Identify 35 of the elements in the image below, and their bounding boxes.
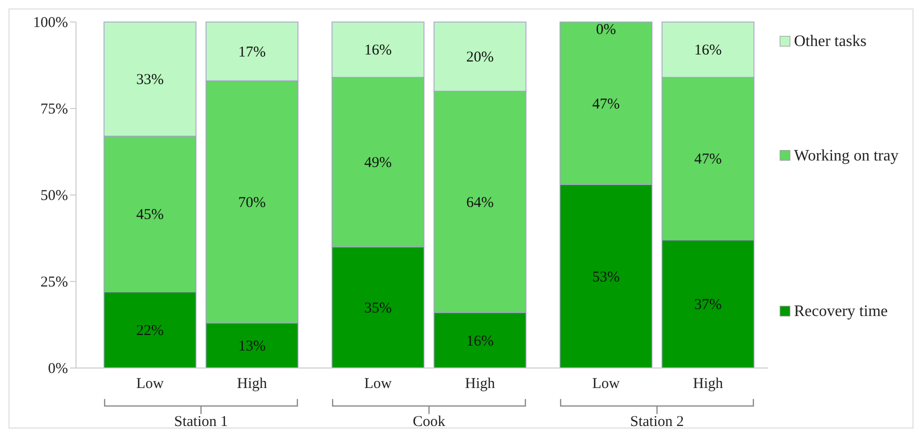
data-label: 16%: [694, 42, 722, 59]
x-tick-label: High: [465, 376, 496, 392]
data-label: 20%: [466, 50, 494, 66]
data-label: 13%: [238, 338, 266, 355]
text: Cook: [412, 414, 446, 430]
data-label: 16%: [466, 333, 494, 350]
x-tick-label: Low: [592, 376, 620, 392]
y-tick-label: 0%: [48, 361, 68, 377]
text: Working on tray: [794, 147, 898, 164]
data-label: 45%: [136, 207, 164, 224]
data-label: 53%: [592, 269, 620, 286]
data-label: 16%: [364, 42, 392, 59]
data-label: 49%: [364, 155, 392, 172]
y-tick-label: 25%: [40, 274, 68, 290]
data-label: 64%: [466, 194, 494, 211]
data-label: 17%: [238, 44, 266, 60]
data-label: 35%: [364, 300, 392, 316]
data-label: 37%: [694, 296, 722, 313]
data-label: 70%: [238, 194, 266, 211]
text: Station 1: [174, 414, 228, 430]
x-tick-label: High: [693, 376, 724, 392]
y-tick-label: 75%: [40, 102, 68, 118]
y-tick-label: 100%: [33, 15, 68, 31]
data-label: 22%: [136, 322, 164, 339]
data-label: 47%: [694, 152, 722, 168]
x-tick-label: High: [237, 376, 268, 392]
data-label: 47%: [592, 96, 620, 112]
legend-label: Recovery time: [794, 303, 888, 320]
y-tick-label: 50%: [40, 188, 68, 204]
data-label: 33%: [136, 72, 164, 88]
x-tick-label: Low: [364, 376, 392, 392]
legend-label: Other tasks: [794, 33, 866, 50]
text: Station 2: [630, 414, 684, 430]
x-tick-label: Low: [136, 376, 164, 392]
data-label: 0%: [596, 22, 616, 38]
